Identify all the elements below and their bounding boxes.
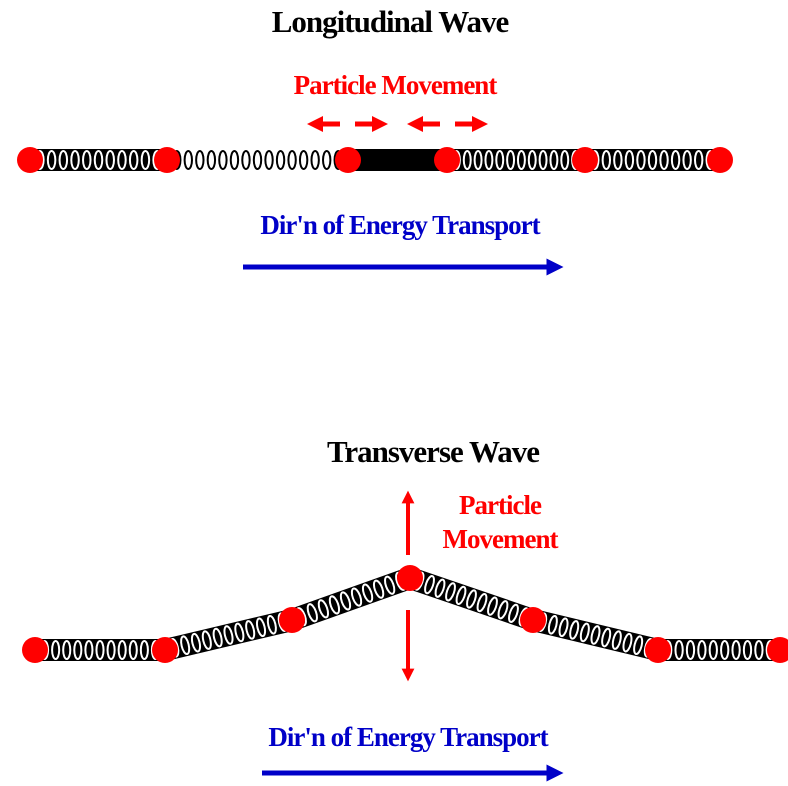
coil bbox=[561, 151, 568, 169]
particle bbox=[520, 607, 546, 633]
coil bbox=[311, 151, 318, 169]
coil bbox=[614, 151, 621, 169]
coil bbox=[85, 641, 92, 659]
coil bbox=[675, 641, 682, 659]
coil bbox=[550, 151, 557, 169]
coil bbox=[142, 151, 150, 169]
coil bbox=[637, 151, 644, 169]
coil-body bbox=[348, 149, 447, 171]
coil bbox=[63, 641, 70, 659]
coil bbox=[130, 151, 138, 169]
particle bbox=[707, 147, 733, 173]
spring bbox=[162, 609, 294, 660]
coil bbox=[603, 151, 610, 169]
particle bbox=[22, 637, 48, 663]
particle bbox=[434, 147, 460, 173]
diagram: Longitudinal Wave Particle Movement Dir'… bbox=[0, 0, 788, 786]
spring bbox=[658, 639, 780, 661]
coil bbox=[672, 151, 679, 169]
coil bbox=[95, 151, 103, 169]
coil bbox=[660, 151, 667, 169]
coil bbox=[106, 151, 114, 169]
coil bbox=[529, 151, 536, 169]
coil bbox=[130, 641, 137, 659]
coil bbox=[698, 641, 705, 659]
particle bbox=[335, 147, 361, 173]
spring bbox=[530, 609, 660, 660]
coil bbox=[496, 151, 503, 169]
coil bbox=[288, 151, 295, 169]
coil bbox=[755, 641, 762, 659]
particle bbox=[572, 147, 598, 173]
spring bbox=[167, 149, 348, 171]
spring bbox=[585, 149, 720, 171]
coil bbox=[219, 151, 226, 169]
coil bbox=[265, 151, 272, 169]
coil bbox=[52, 641, 59, 659]
coil bbox=[721, 641, 728, 659]
coil bbox=[141, 641, 148, 659]
coil bbox=[710, 641, 717, 659]
particle bbox=[154, 147, 180, 173]
coil bbox=[464, 151, 471, 169]
coil bbox=[108, 641, 115, 659]
coil bbox=[683, 151, 690, 169]
coil bbox=[196, 151, 203, 169]
coil bbox=[507, 151, 514, 169]
coil bbox=[119, 641, 126, 659]
coil bbox=[475, 151, 482, 169]
spring bbox=[30, 149, 167, 171]
coil bbox=[300, 151, 307, 169]
transverse-energy-label: Dir'n of Energy Transport bbox=[268, 722, 548, 752]
coil bbox=[744, 641, 751, 659]
transverse-title: Transverse Wave bbox=[327, 434, 539, 469]
coil bbox=[518, 151, 525, 169]
coil bbox=[687, 641, 694, 659]
coil bbox=[71, 151, 79, 169]
particle bbox=[279, 607, 305, 633]
spring bbox=[348, 149, 447, 171]
coil bbox=[185, 151, 192, 169]
page: Longitudinal Wave Particle Movement Dir'… bbox=[0, 0, 788, 786]
particle bbox=[152, 637, 178, 663]
coil bbox=[208, 151, 215, 169]
coil bbox=[695, 151, 702, 169]
particle bbox=[397, 565, 423, 591]
particle bbox=[645, 637, 671, 663]
coil bbox=[74, 641, 81, 659]
coil bbox=[83, 151, 91, 169]
coil bbox=[649, 151, 656, 169]
coil bbox=[48, 151, 56, 169]
spring bbox=[406, 568, 536, 631]
spring bbox=[447, 149, 585, 171]
transverse-particle-label: Movement bbox=[443, 524, 559, 554]
longitudinal-title: Longitudinal Wave bbox=[272, 4, 509, 39]
spring bbox=[35, 639, 165, 661]
coil bbox=[118, 151, 126, 169]
coil bbox=[242, 151, 249, 169]
transverse-particle-label: Particle bbox=[459, 490, 542, 520]
coil bbox=[540, 151, 547, 169]
coil bbox=[231, 151, 238, 169]
coil bbox=[485, 151, 492, 169]
coil bbox=[626, 151, 633, 169]
coil bbox=[96, 641, 103, 659]
coil-body bbox=[288, 568, 413, 631]
coil bbox=[732, 641, 739, 659]
longitudinal-energy-label: Dir'n of Energy Transport bbox=[260, 210, 540, 240]
coil bbox=[323, 151, 330, 169]
particle bbox=[17, 147, 43, 173]
longitudinal-particle-label: Particle Movement bbox=[294, 70, 498, 100]
coil bbox=[60, 151, 68, 169]
spring bbox=[288, 568, 413, 631]
coil bbox=[254, 151, 261, 169]
coil bbox=[277, 151, 284, 169]
